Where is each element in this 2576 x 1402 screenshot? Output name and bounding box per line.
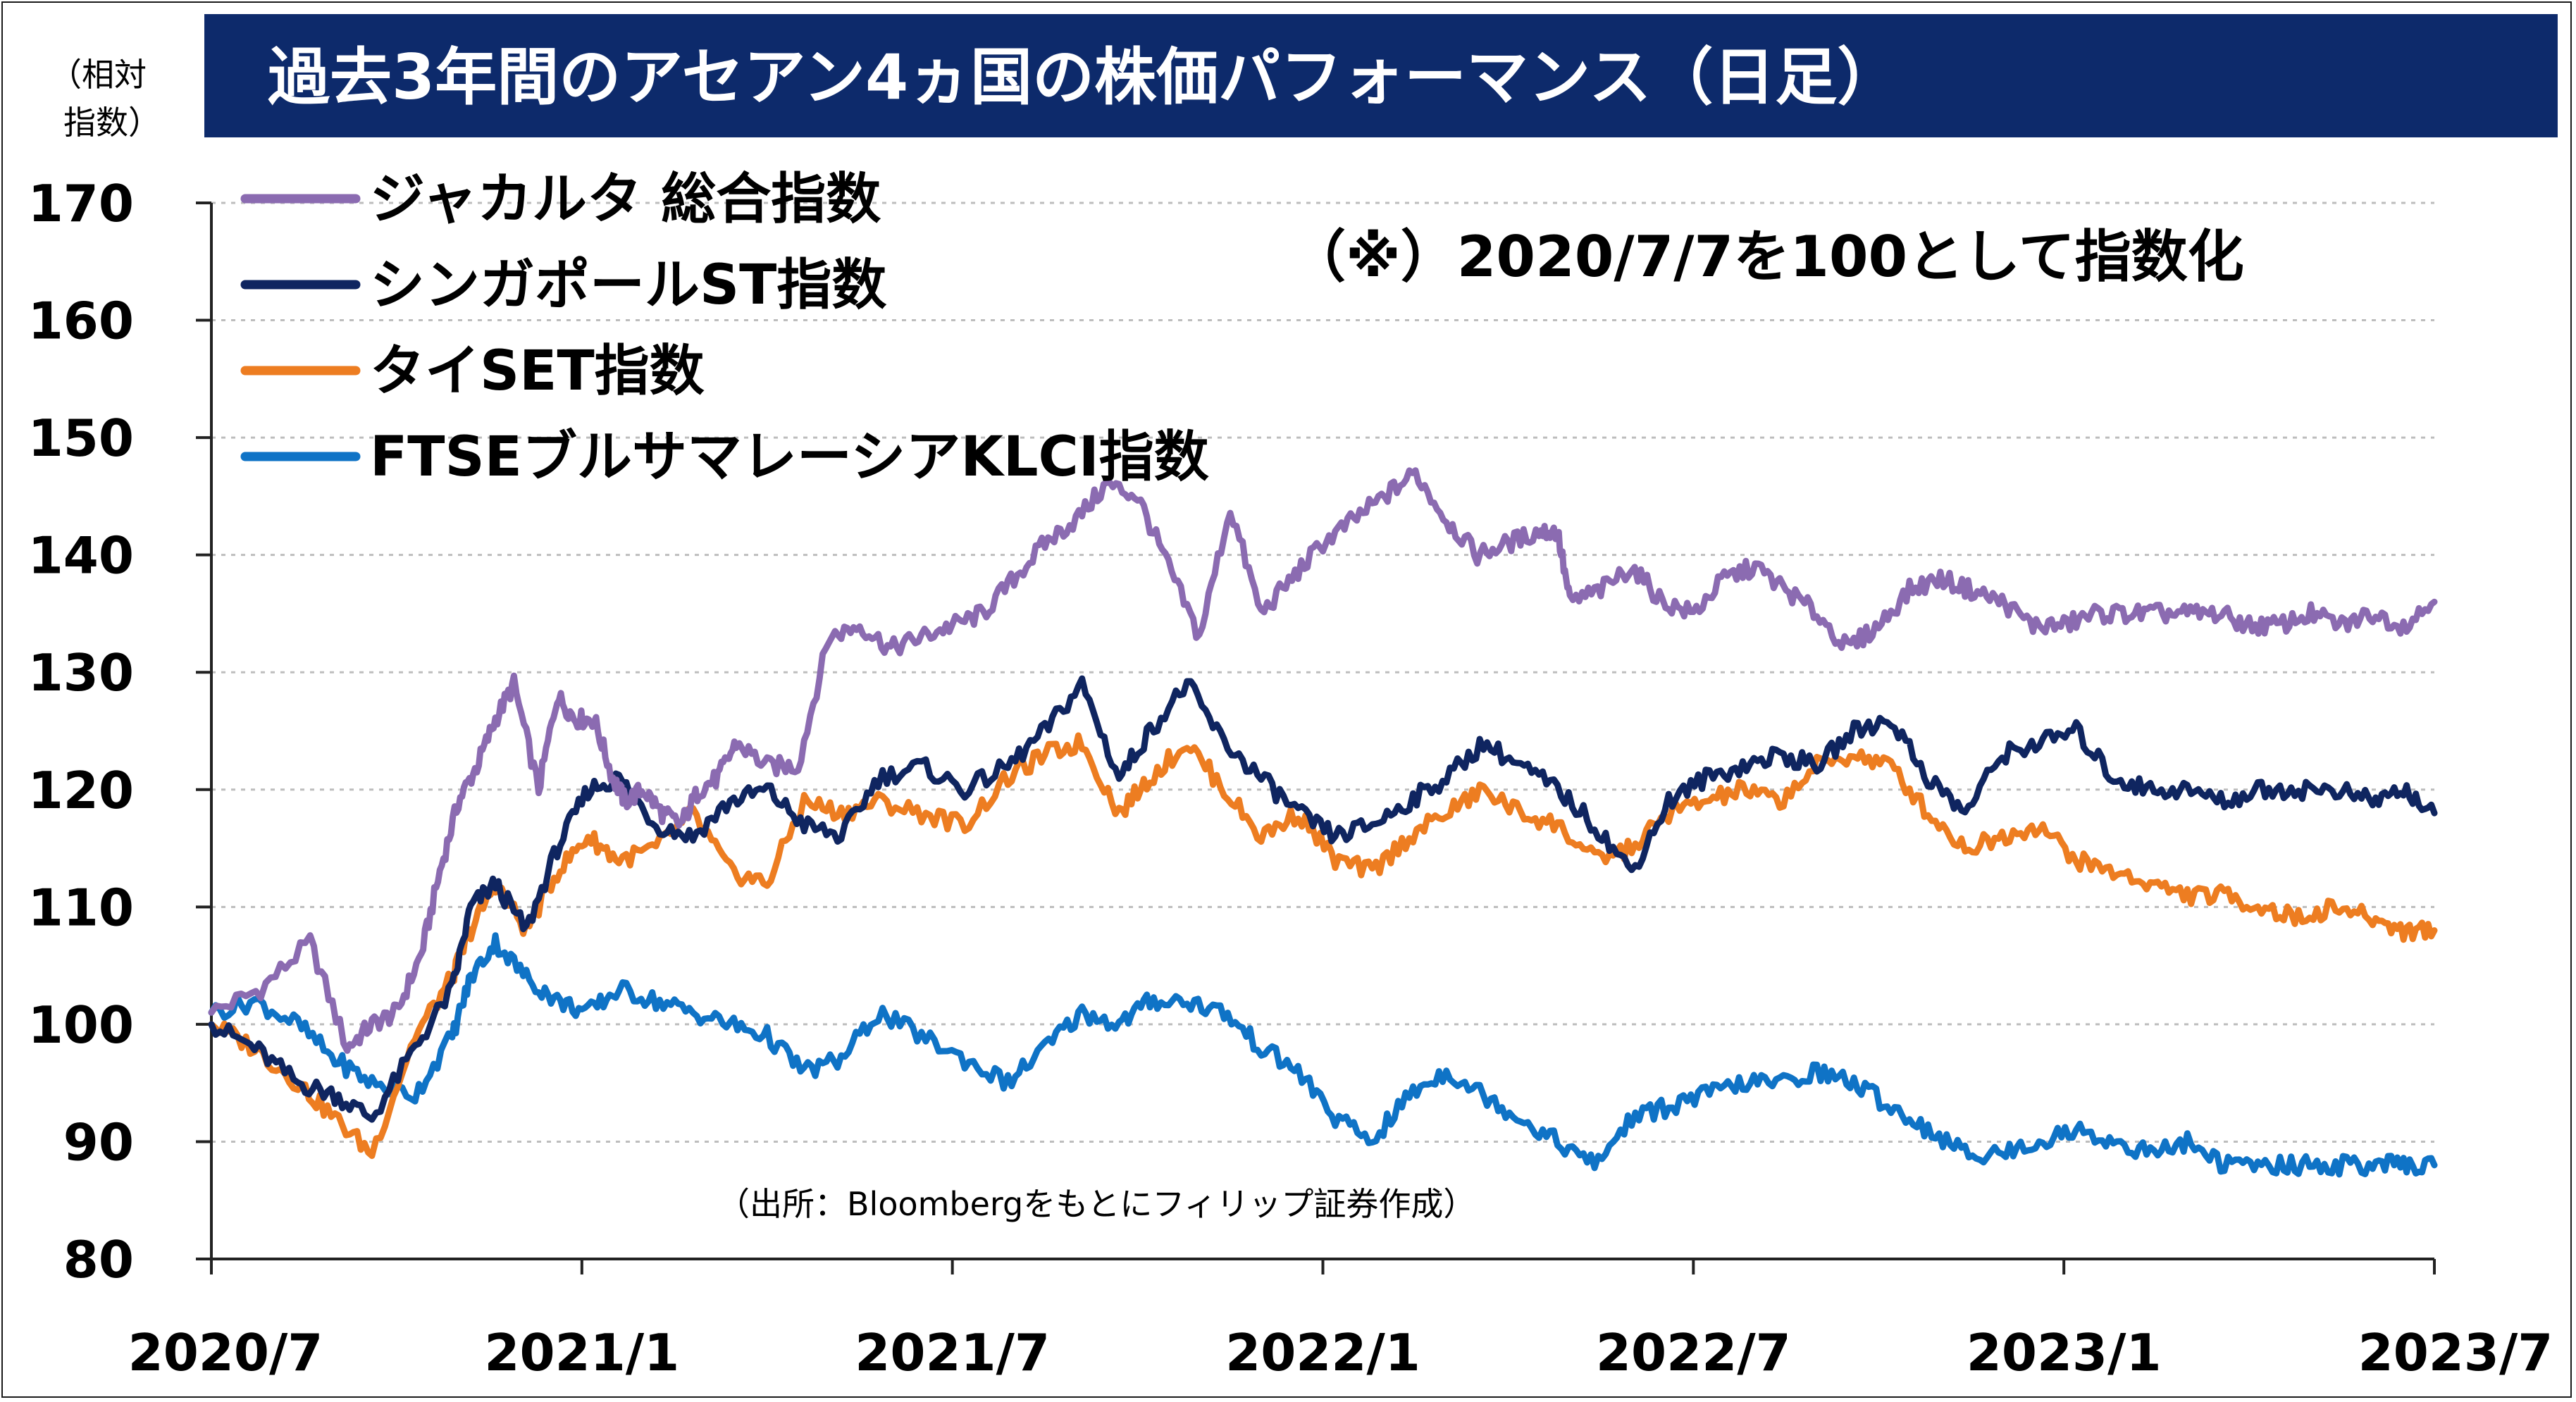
series-line-jakarta — [208, 467, 2438, 1054]
series-line-malaysia — [208, 932, 2438, 1178]
y-tick-label: 110 — [28, 878, 134, 937]
index-note: （※）2020/7/7を100として指数化 — [1289, 224, 2244, 290]
legend-label: タイSET指数 — [370, 340, 705, 403]
y-tick-label: 120 — [28, 761, 134, 820]
y-tick-label: 130 — [28, 643, 134, 702]
series-line-singapore — [208, 675, 2438, 1123]
axes: 170 160 150 140 130 120 110 100 90 80 2020/7 2021/1… — [28, 174, 2553, 1382]
legend-label: ジャカルタ 総合指数 — [370, 168, 881, 231]
x-tick-label: 2022/1 — [1225, 1323, 1420, 1382]
x-tick-label: 2023/1 — [1967, 1323, 2162, 1382]
x-tick-label: 2020/7 — [128, 1323, 323, 1382]
series-line-thailand — [208, 732, 2438, 1160]
y-tick-label: 170 — [28, 174, 134, 233]
source-note: （出所：Bloombergをもとにフィリップ証券作成） — [717, 1185, 1475, 1223]
title-banner — [204, 14, 2558, 137]
x-tick-label: 2022/7 — [1596, 1323, 1791, 1382]
y-tick-label: 160 — [28, 292, 134, 351]
legend-label: FTSEブルサマレーシアKLCI指数 — [370, 426, 1209, 489]
y-unit-label-line1: （相対 — [49, 56, 147, 94]
x-tick-label: 2023/7 — [2358, 1323, 2553, 1382]
x-tick-label: 2021/7 — [855, 1323, 1050, 1382]
y-tick-label: 80 — [63, 1230, 134, 1289]
y-tick-label: 140 — [28, 526, 134, 585]
y-tick-label: 90 — [63, 1112, 134, 1172]
y-unit-label-line2: 指数） — [63, 104, 161, 142]
legend-label: シンガポールST指数 — [370, 254, 886, 317]
y-tick-label: 100 — [28, 995, 134, 1055]
y-tick-label: 150 — [28, 409, 134, 468]
chart-title: 過去3年間のアセアン4ヵ国の株価パフォーマンス（日足） — [268, 41, 1899, 113]
x-tick-label: 2021/1 — [484, 1323, 679, 1382]
series-lines — [208, 467, 2438, 1178]
